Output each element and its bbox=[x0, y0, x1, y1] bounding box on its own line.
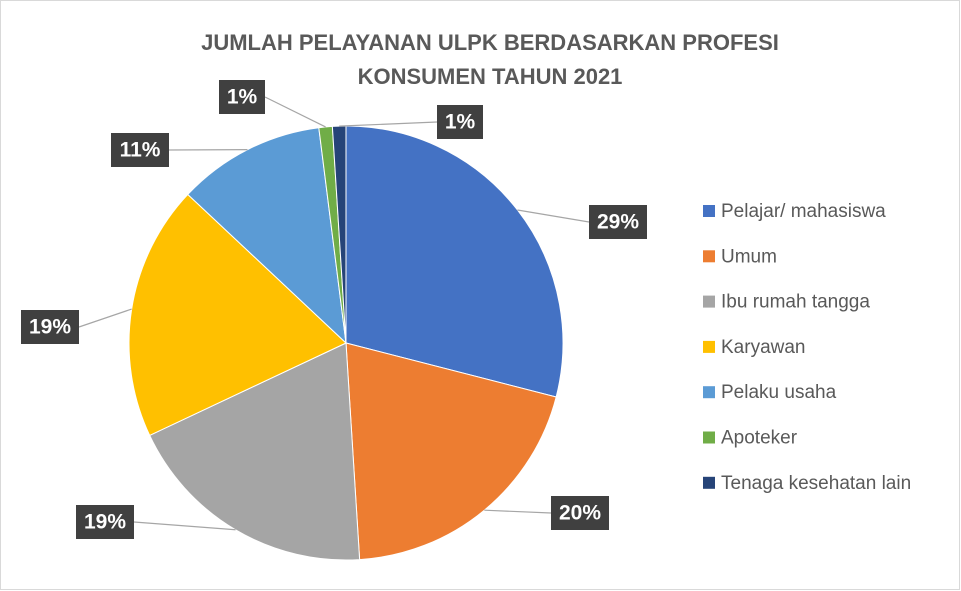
legend-label: Ibu rumah tangga bbox=[721, 292, 870, 313]
legend-swatch bbox=[703, 386, 715, 399]
leader-line bbox=[78, 308, 132, 328]
legend-swatch bbox=[703, 431, 715, 444]
data-label: 19% bbox=[84, 511, 126, 534]
legend-swatch bbox=[703, 476, 715, 489]
data-label-box bbox=[111, 133, 169, 167]
chart-title: JUMLAH PELAYANAN ULPK BERDASARKAN PROFES… bbox=[201, 30, 779, 89]
leader-line bbox=[517, 209, 590, 223]
pie-slice bbox=[345, 342, 557, 561]
data-label: 1% bbox=[227, 86, 258, 109]
legend-label: Karyawan bbox=[721, 337, 806, 358]
leader-line bbox=[339, 121, 438, 127]
data-label-box bbox=[437, 105, 483, 139]
legend-label: Pelaku usaha bbox=[721, 382, 837, 403]
legend-swatch bbox=[703, 295, 715, 308]
legend-label: Tenaga kesehatan lain bbox=[721, 473, 911, 494]
legend-swatch bbox=[703, 340, 715, 353]
data-label: 11% bbox=[120, 139, 161, 162]
data-label-box bbox=[589, 205, 647, 239]
pie-slice bbox=[345, 125, 564, 398]
data-label-box bbox=[551, 496, 609, 530]
data-label-box bbox=[76, 505, 134, 539]
pie-slice bbox=[187, 127, 347, 345]
data-label: 20% bbox=[559, 502, 601, 525]
legend-swatch bbox=[703, 205, 715, 217]
data-label: 19% bbox=[29, 316, 71, 339]
data-label: 29% bbox=[597, 211, 639, 234]
pie-slice bbox=[148, 342, 361, 561]
leader-line bbox=[264, 96, 326, 128]
legend-swatch bbox=[703, 250, 715, 263]
pie-slice bbox=[128, 193, 347, 437]
legend-label: Pelajar/ mahasiswa bbox=[721, 201, 886, 222]
data-label-box bbox=[219, 80, 265, 114]
data-label-box bbox=[21, 310, 79, 344]
legend-label: Apoteker bbox=[721, 428, 798, 449]
leader-line bbox=[484, 509, 552, 514]
leader-line bbox=[133, 521, 236, 531]
data-label: 1% bbox=[445, 111, 476, 134]
legend-label: Umum bbox=[721, 246, 777, 267]
